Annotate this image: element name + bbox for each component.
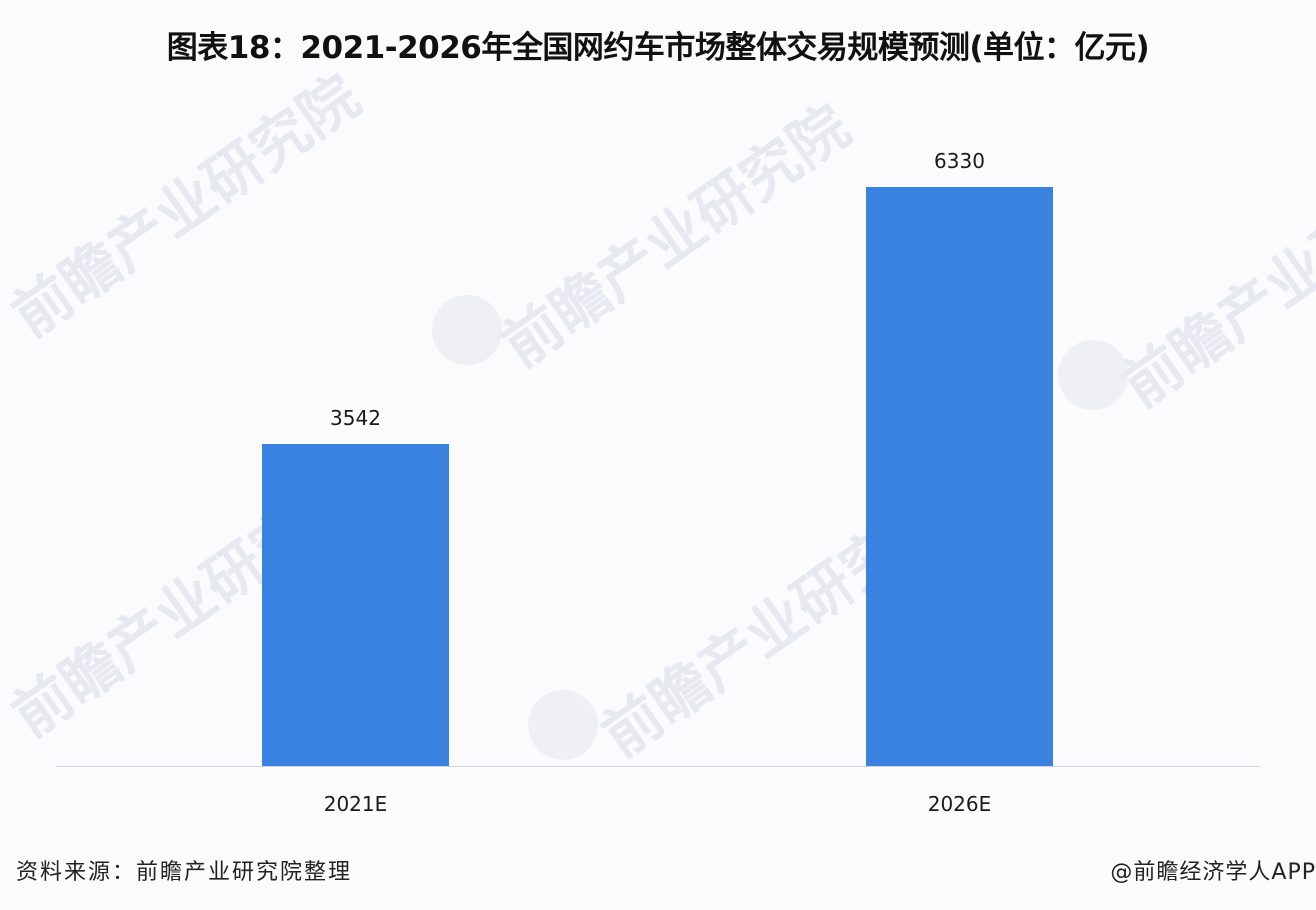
- credit-note: @前瞻经济学人APP: [1110, 860, 1316, 885]
- watermark: 前瞻产业研究院: [1110, 131, 1316, 421]
- x-axis-line: [56, 766, 1260, 767]
- chart-title: 图表18：2021-2026年全国网约车市场整体交易规模预测(单位：亿元): [166, 30, 1150, 66]
- watermark-logo-icon: [432, 295, 502, 365]
- bar-2021E: [262, 444, 449, 766]
- watermark-logo-icon: [1058, 340, 1128, 410]
- watermark: 前瞻产业研究院: [0, 61, 372, 351]
- data-label-2026E: 6330: [934, 149, 985, 173]
- source-note: 资料来源：前瞻产业研究院整理: [16, 860, 353, 885]
- bar-2026E: [866, 187, 1053, 766]
- x-tick-label-2021E: 2021E: [323, 792, 388, 816]
- watermark: 前瞻产业研究院: [490, 91, 862, 381]
- x-tick-label-2026E: 2026E: [927, 792, 992, 816]
- watermark-logo-icon: [528, 690, 598, 760]
- data-label-2021E: 3542: [330, 406, 381, 430]
